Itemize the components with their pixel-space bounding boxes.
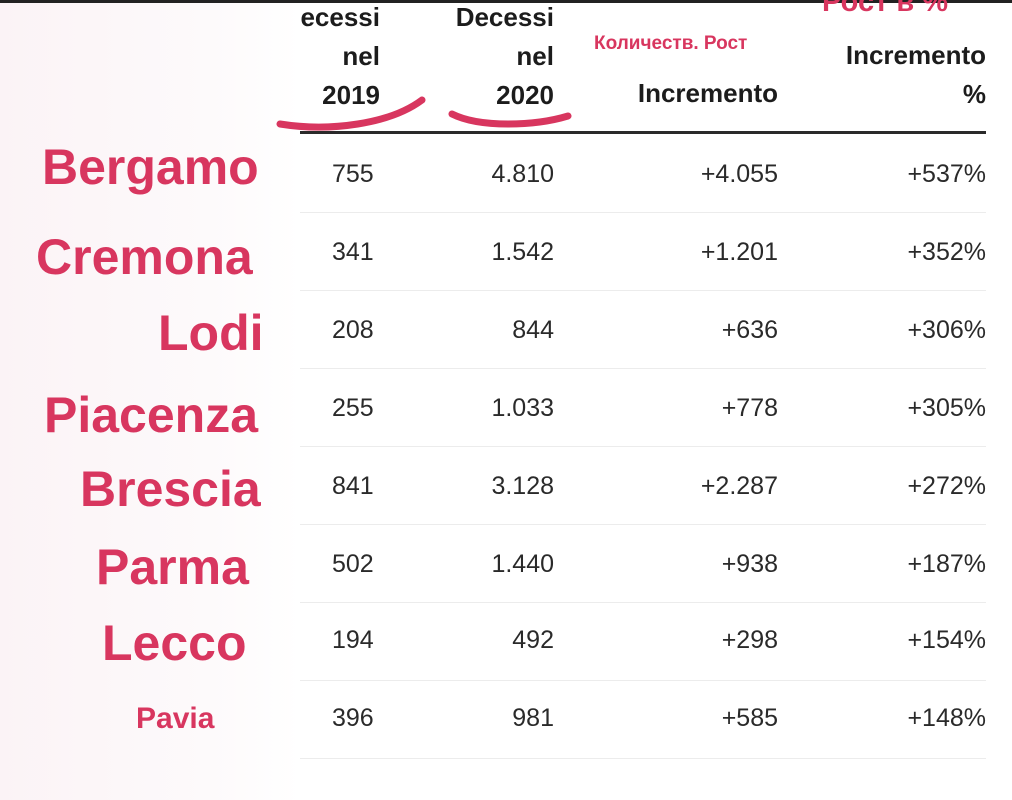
deaths-2020: 844: [512, 316, 554, 344]
increment-percent: +305%: [907, 394, 986, 422]
increment-value: +938: [721, 550, 778, 578]
row-divider: [300, 602, 986, 603]
row-divider: [300, 446, 986, 447]
increment-value: +2.287: [700, 472, 778, 500]
annotation-count-growth: Количеств. Рост: [594, 33, 748, 54]
deaths-2020: 1.542: [491, 238, 554, 266]
row-divider: [300, 368, 986, 369]
increment-percent: +537%: [907, 160, 986, 188]
row-divider: [300, 758, 986, 759]
top-border: [0, 0, 1012, 3]
row-divider: [300, 524, 986, 525]
header-increment-percent: Incremento %: [845, 40, 986, 109]
increment-value: +4.055: [700, 160, 778, 188]
increment-value: +1.201: [700, 238, 778, 266]
deaths-2020: 4.810: [491, 160, 554, 188]
increment-percent: +148%: [907, 704, 986, 732]
increment-percent: +306%: [907, 316, 986, 344]
city-label: Parma: [96, 539, 249, 595]
increment-percent: +352%: [907, 238, 986, 266]
increment-value: +298: [721, 626, 778, 654]
deaths-2019: 208: [332, 316, 374, 344]
deaths-2019: 194: [332, 626, 374, 654]
header-increment: Incremento: [637, 78, 778, 108]
deaths-2019: 341: [332, 238, 374, 266]
increment-value: +778: [721, 394, 778, 422]
row-divider: [300, 212, 986, 213]
deaths-2019: 841: [332, 472, 374, 500]
deaths-2020: 1.033: [491, 394, 554, 422]
increment-percent: +187%: [907, 550, 986, 578]
header-deaths-2020: Decessi nel 2020: [455, 2, 554, 110]
underline-marks: [276, 96, 572, 131]
deaths-2019: 755: [332, 160, 374, 188]
increment-value: +585: [721, 704, 778, 732]
city-label: Lecco: [102, 615, 247, 671]
deaths-2020: 492: [512, 626, 554, 654]
deaths-2020: 1.440: [491, 550, 554, 578]
underline-2020: [448, 110, 572, 128]
increment-percent: +154%: [907, 626, 986, 654]
deaths-2019: 502: [332, 550, 374, 578]
city-label: Brescia: [80, 461, 261, 517]
header-rule: [300, 131, 986, 134]
increment-value: +636: [721, 316, 778, 344]
city-label: Bergamo: [42, 139, 259, 195]
city-label: Lodi: [158, 305, 264, 361]
city-label: Pavia: [136, 702, 215, 735]
row-divider: [300, 290, 986, 291]
deaths-2020: 3.128: [491, 472, 554, 500]
increment-percent: +272%: [907, 472, 986, 500]
deaths-2020: 981: [512, 704, 554, 732]
city-label: Piacenza: [44, 387, 259, 443]
row-divider: [300, 680, 986, 681]
deaths-2019: 255: [332, 394, 374, 422]
header-deaths-2019: ecessi nel 2019: [300, 2, 380, 110]
left-background: [0, 0, 300, 800]
annotation-percent-growth: Рост в %: [822, 0, 949, 18]
city-label: Cremona: [36, 229, 253, 285]
deaths-2019: 396: [332, 704, 374, 732]
underline-2019: [276, 96, 426, 131]
